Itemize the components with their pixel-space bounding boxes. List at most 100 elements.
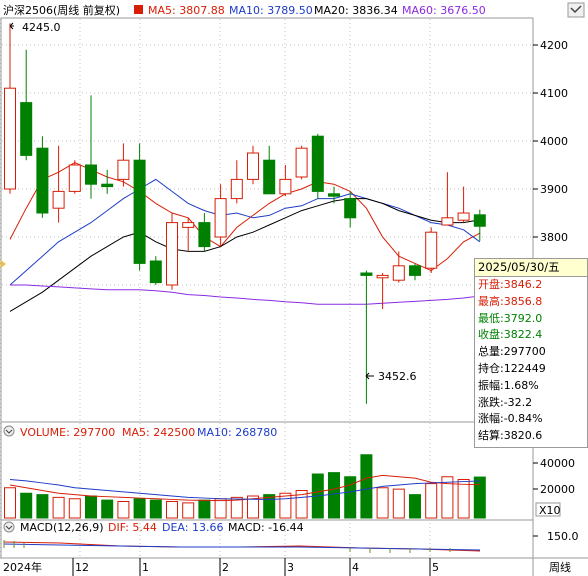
volume-bar (279, 492, 292, 519)
candle-body (473, 214, 486, 227)
candle-body (311, 135, 324, 192)
candle-body (425, 231, 438, 269)
candle-body (409, 265, 421, 276)
volume-bar (247, 495, 259, 519)
month-label: 12 (75, 561, 89, 574)
ma-line-ma60 (10, 284, 480, 305)
candle (279, 165, 292, 197)
candle (230, 160, 243, 204)
candle (85, 95, 97, 199)
volume-header: VOLUME: 297700 MA5: 242500 MA10: 268780 (3, 425, 277, 439)
period-button-label: 周线 (549, 560, 571, 574)
macd-lines (3, 540, 481, 553)
volume-bar (214, 498, 227, 519)
volume-bar (473, 476, 486, 519)
tooltip-row: 开盘:3846.2 (478, 278, 543, 291)
chart-header: 沪深2506(周线 前复权) MA5: 3807.88 MA10: 3789.5… (3, 2, 585, 18)
candle-body (214, 198, 227, 238)
candle (360, 270, 373, 404)
tooltip-row: 振幅:1.68% (478, 378, 539, 392)
candle-body (117, 159, 130, 180)
candle-body (392, 265, 405, 281)
ma-line-ma20 (9, 198, 480, 312)
volume-axis: 40000 20000 X10 (533, 457, 575, 517)
volume-axis-label: 20000 (540, 483, 575, 496)
month-label: 4 (352, 561, 359, 574)
candle-body (52, 190, 65, 209)
candle (36, 136, 49, 218)
candle (409, 263, 421, 281)
collapse-icon[interactable] (3, 425, 15, 437)
candle-body (149, 260, 162, 284)
volume-bar (68, 498, 81, 519)
volume-bar (149, 499, 162, 519)
candle (198, 213, 211, 252)
candle (328, 186, 340, 204)
high-annotation: 4245.0 (9, 21, 61, 34)
volume-bar (376, 487, 389, 519)
candle (263, 145, 276, 195)
x-axis: 2024年 12 1 2 3 4 5 (3, 558, 439, 576)
volume-bar (133, 498, 146, 519)
settings-icon[interactable] (567, 2, 585, 18)
tooltip-date: 2025/05/30/五 (475, 259, 587, 277)
candle (182, 217, 195, 252)
candle-body (166, 222, 178, 286)
tooltip-row: 结算:3820.6 (478, 429, 543, 443)
macd-header: MACD(12,26,9) DIF: 5.44 DEA: 13.66 MACD:… (3, 521, 304, 534)
volume-ma-line-ma10 (9, 479, 480, 500)
macd-dif-label: DIF: 5.44 (108, 521, 157, 534)
ma-line-ma10 (9, 178, 481, 286)
candle-body (36, 147, 49, 214)
candle-body (279, 178, 292, 195)
volume-ma10-label: MA10: 268780 (197, 426, 277, 439)
candle (68, 160, 81, 194)
candle-body (457, 212, 470, 221)
candle-body (85, 164, 97, 185)
candle (52, 145, 65, 223)
candle-body (4, 87, 16, 190)
candle-body (328, 193, 340, 197)
high-label: 4245.0 (22, 21, 61, 34)
volume-bar (36, 494, 49, 519)
tooltip-row: 总量:297700 (478, 345, 546, 359)
tooltip-row: 收盘:3822.4 (478, 328, 543, 342)
tooltip-row: 持仓:122449 (478, 361, 546, 375)
symbol-label: 沪深2506(周线 前复权) (3, 3, 120, 17)
low-annotation: 3452.6 (365, 370, 417, 383)
volume-bar (295, 490, 308, 519)
volume-bar (85, 495, 97, 519)
volume-bar (409, 494, 421, 519)
price-axis-label: 3800 (540, 231, 568, 244)
volume-bars (4, 454, 486, 519)
candle (344, 191, 357, 228)
macd-axis: 150.0 (533, 530, 579, 543)
volume-label: VOLUME: 297700 (20, 426, 115, 439)
candle-body (247, 152, 259, 180)
candle (295, 145, 308, 180)
ma5-label: MA5: 3807.88 (148, 4, 225, 17)
candle-body (376, 274, 389, 279)
volume-bar (328, 472, 340, 519)
volume-bar (441, 476, 454, 519)
macd-axis-label: 150.0 (547, 530, 579, 543)
tooltip-row: 最低:3792.0 (478, 311, 543, 325)
candle (441, 172, 454, 226)
ma60-label: MA60: 3676.50 (402, 4, 486, 17)
month-label: 2 (222, 561, 229, 574)
collapse-icon[interactable] (3, 521, 15, 533)
volume-bar (230, 496, 243, 519)
volume-unit-label: X10 (539, 504, 561, 517)
tooltip-row: 涨跌:-32.2 (478, 395, 533, 409)
candle-body (360, 272, 373, 276)
year-label: 2024年 (3, 560, 42, 574)
period-button[interactable]: 周线 (536, 559, 586, 575)
macd-dea-label: DEA: 13.66 (162, 521, 223, 534)
candle (247, 145, 259, 185)
candle (20, 49, 33, 161)
volume-bar (344, 476, 357, 519)
candle-body (441, 217, 454, 226)
low-label: 3452.6 (378, 370, 417, 383)
candle-body (263, 159, 276, 195)
volume-bar (166, 501, 178, 519)
